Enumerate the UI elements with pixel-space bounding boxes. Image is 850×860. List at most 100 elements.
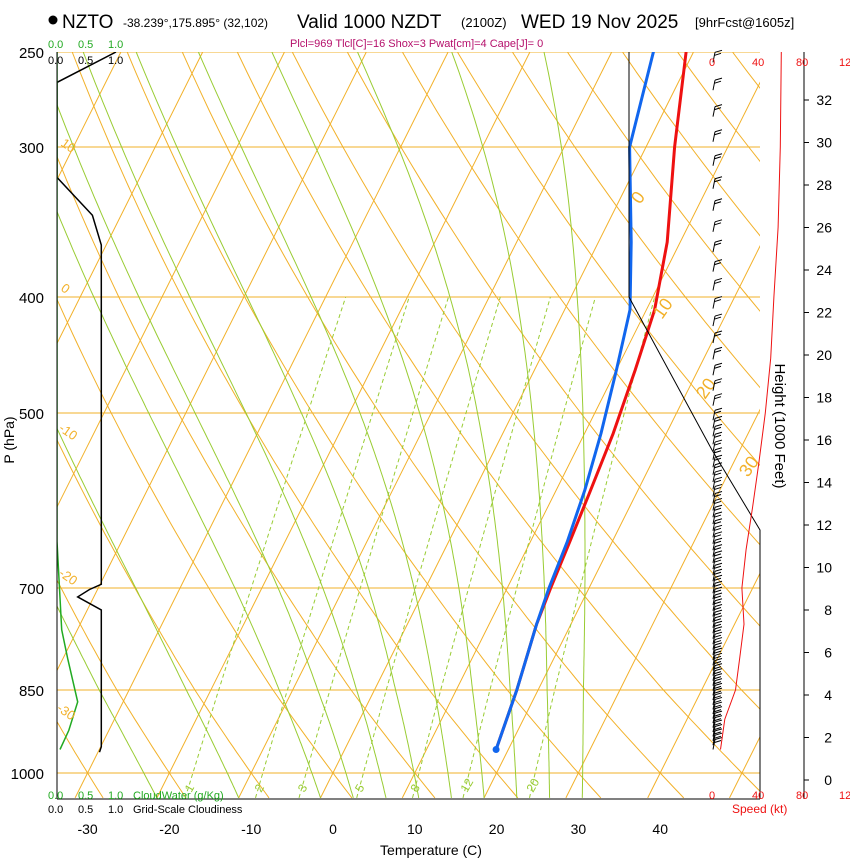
wind-barb-staff <box>712 703 716 715</box>
wind-barb-flag <box>714 153 723 157</box>
wind-barb-flag <box>714 479 722 483</box>
cloudwater-tick-1: 0.5 <box>78 39 93 51</box>
wind-barb-flag <box>714 550 723 554</box>
wind-barb-flag <box>714 450 722 454</box>
wind-barb-staff <box>712 577 716 588</box>
height-tick-10: 10 <box>816 560 832 576</box>
mixing-ratio-20 <box>529 296 656 799</box>
wind-barb-flag <box>714 637 723 641</box>
mixing-ratio-label-20: 20 <box>523 776 542 795</box>
wind-barb-staff <box>712 650 716 661</box>
mixing-ratio-3 <box>298 296 449 799</box>
isotherm--30 <box>74 52 449 799</box>
wind-barb-flag <box>714 701 723 705</box>
wind-barb-flag <box>714 592 723 596</box>
moist-adiabat-28 <box>451 52 551 798</box>
wind-barb-flag <box>714 719 723 723</box>
wind-barb-flag <box>714 589 722 593</box>
wind-barb-staff <box>712 552 716 563</box>
isotherm--20 <box>156 52 531 799</box>
wind-barb-flag <box>714 704 722 708</box>
height-tick-32: 32 <box>816 92 832 108</box>
isotherm-0 <box>320 52 694 799</box>
mixing-ratio-2 <box>255 296 410 799</box>
wind-barb-flag <box>714 497 723 501</box>
wind-barb-flag <box>714 676 722 680</box>
wind-barb-flag <box>714 642 723 646</box>
moist-adiabat-16 <box>197 52 452 798</box>
dry-adiabat--20 <box>57 579 187 799</box>
wind-barb-flag <box>714 715 723 719</box>
wind-barb-flag <box>714 77 723 81</box>
wind-barb-staff <box>712 612 716 623</box>
wind-barb-flag <box>714 661 722 664</box>
wind-barb-flag <box>714 732 723 736</box>
wind-barb-staff <box>712 80 716 91</box>
wind-barb-staff <box>712 486 716 497</box>
height-tick-0: 0 <box>824 772 832 788</box>
wind-barb-flag <box>714 454 723 458</box>
wind-barb-staff <box>712 493 716 504</box>
wind-barb-flag <box>714 462 723 466</box>
wind-barb-flag <box>714 132 722 136</box>
dry-adiabat-130 <box>651 52 760 163</box>
speed-bottom-tick-2: 80 <box>796 790 808 802</box>
wind-barb-flag <box>714 524 723 528</box>
wind-barb-flag <box>714 365 722 369</box>
wind-barb-flag <box>714 415 723 419</box>
height-tick-18: 18 <box>816 390 832 406</box>
wind-barb-staff <box>712 644 716 655</box>
wind-barb-flag <box>714 718 722 722</box>
wind-barb-flag <box>714 299 722 303</box>
wind-barb-flag <box>714 731 722 735</box>
wind-barb-flag <box>714 313 723 317</box>
wind-barb-staff <box>712 513 716 525</box>
wind-barb-flag <box>714 500 722 504</box>
wind-barb-staff <box>712 178 716 189</box>
station-id: NZTO <box>62 12 113 33</box>
wind-barb-staff <box>712 571 716 582</box>
wind-barb-flag <box>714 362 723 366</box>
wind-barb-staff <box>712 623 716 634</box>
height-tick-24: 24 <box>816 262 832 278</box>
wind-barb-flag <box>714 626 723 630</box>
wind-barb-flag <box>714 571 722 575</box>
height-tick-6: 6 <box>824 645 832 661</box>
wind-barb-staff <box>712 52 716 63</box>
wind-barb-flag <box>714 556 723 560</box>
moist-adiabat--10 <box>57 427 240 799</box>
speed-top-tick-2: 80 <box>796 57 808 69</box>
wind-barb-flag <box>714 80 722 84</box>
height-tick-30: 30 <box>816 135 832 151</box>
dry-adiabat-lines <box>57 52 850 799</box>
isotherm--60 <box>57 52 204 345</box>
wind-barb-flag <box>714 709 722 713</box>
cloudiness-tick-2: 1.0 <box>108 55 123 67</box>
wind-barb-staff <box>712 708 716 719</box>
mixing-ratio-5 <box>356 296 501 799</box>
dry-adiabat-160 <box>815 52 850 798</box>
wind-barb-staff <box>712 457 716 468</box>
wind-barb-flag <box>714 547 722 551</box>
pressure-tick-1000: 1000 <box>11 766 44 783</box>
wind-barb-flag <box>714 179 722 183</box>
height-tick-28: 28 <box>816 177 832 193</box>
wind-barb-flag <box>714 511 723 515</box>
speed-bottom-tick-3: 12 <box>839 790 850 802</box>
wind-barb-flag <box>714 690 722 694</box>
x-axis-title: Temperature (C) <box>380 842 482 858</box>
height-tick-8: 8 <box>824 602 832 618</box>
cloudiness-tick-1: 0.5 <box>78 55 93 67</box>
wind-speed-profile <box>720 51 782 750</box>
wind-barb-flag <box>714 104 723 108</box>
moist-adiabat-lines <box>57 52 586 799</box>
cloudwater-axis-label: CloudWater (g/Kg) <box>133 790 224 802</box>
speed-bottom-tick-0: 0 <box>709 790 715 802</box>
wind-barb-flag <box>714 176 723 180</box>
wind-barb-staff <box>712 200 716 211</box>
wind-barb-staff <box>712 479 716 490</box>
wind-barb-flag <box>714 431 723 435</box>
wind-barb-flag <box>714 378 723 382</box>
speed-top-tick-3: 12 <box>839 57 850 69</box>
wind-barb-flag <box>714 553 722 557</box>
